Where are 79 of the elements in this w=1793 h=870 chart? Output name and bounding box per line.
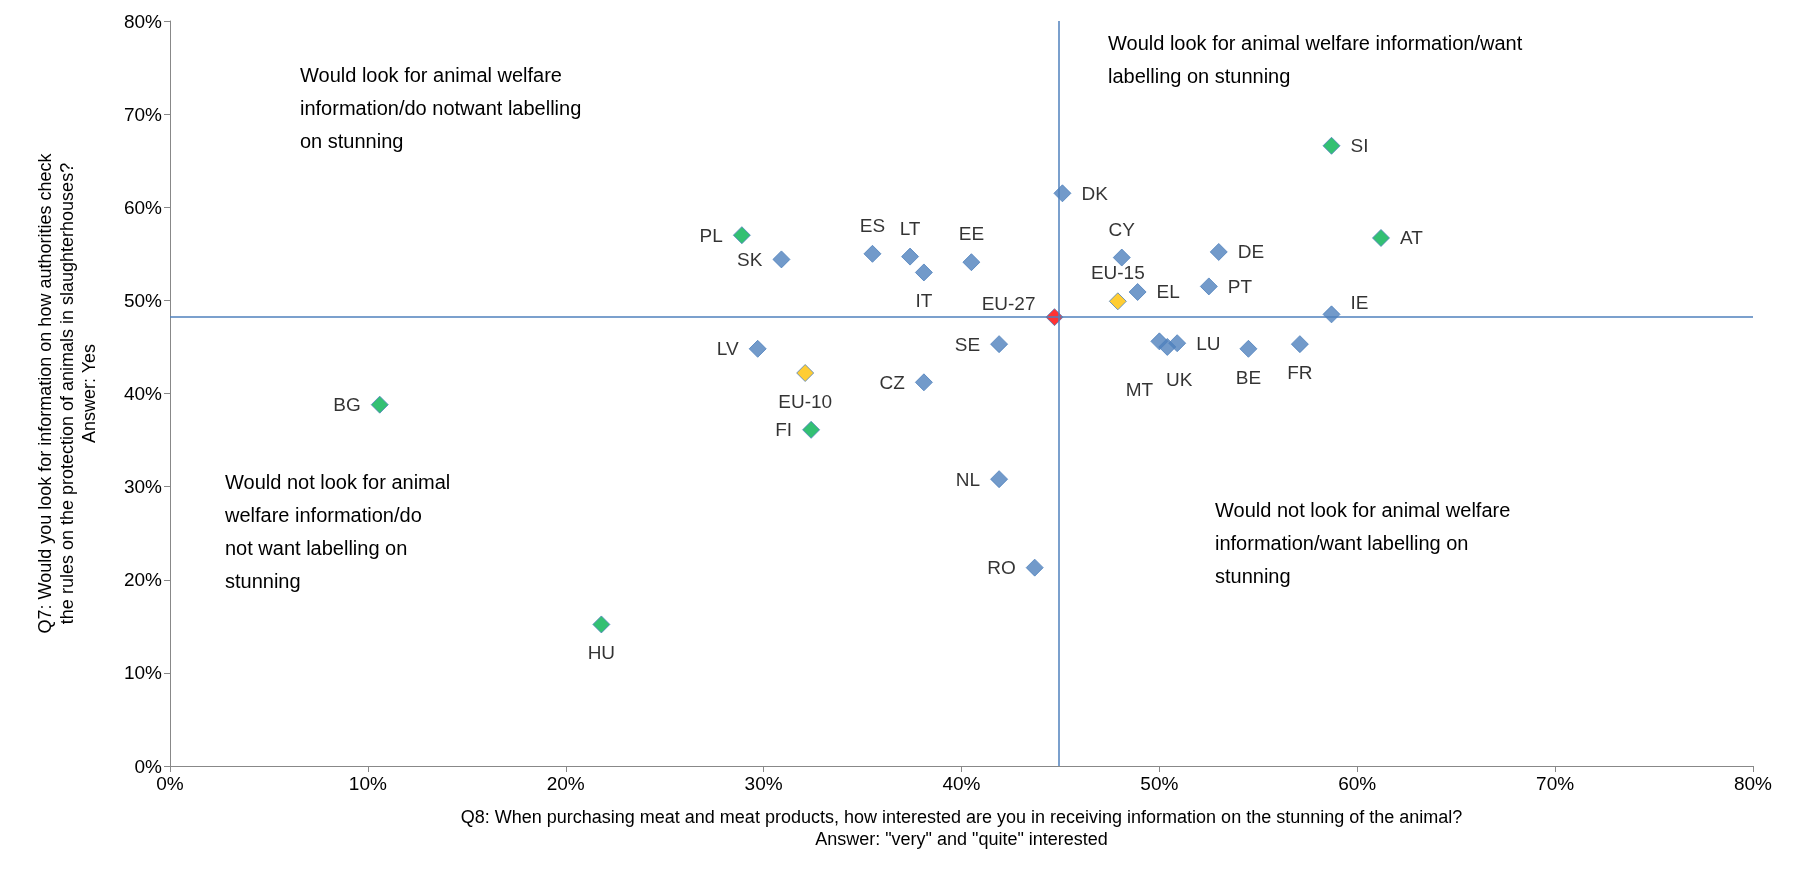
y-tick-label: 40% xyxy=(123,383,163,404)
point xyxy=(1108,292,1127,311)
y-tick-label: 50% xyxy=(123,289,163,311)
data-label: LT xyxy=(899,217,921,239)
annotation: Would not look for animal welfare information/do not want labelling on stunning xyxy=(224,470,451,592)
x-tick-label: 60% xyxy=(1338,773,1377,794)
data-label: EU-27 xyxy=(981,292,1036,314)
data-label: LU xyxy=(1196,332,1221,354)
data-label: CZ xyxy=(879,371,906,393)
annotation: Would look for animal welfare information/want labelling on stunning xyxy=(1108,31,1523,87)
point xyxy=(1128,282,1147,301)
x-tick-label: 10% xyxy=(348,773,387,794)
y-tick-label: 60% xyxy=(123,196,163,218)
data-label: AT xyxy=(1399,227,1424,249)
data-label: IE xyxy=(1350,291,1369,313)
x-tick-label: 20% xyxy=(546,773,585,794)
y-tick-label: 20% xyxy=(123,569,163,591)
annotation: Would not look for animal welfare information/want labelling on stunning xyxy=(1215,498,1511,587)
x-tick-label: 80% xyxy=(1733,773,1773,794)
data-label: SI xyxy=(1350,135,1369,157)
data-label: PL xyxy=(699,224,723,246)
data-label: EU-10 xyxy=(778,391,833,413)
point xyxy=(1322,136,1341,155)
data-label: MT xyxy=(1125,379,1154,401)
point xyxy=(901,247,920,266)
data-label: FI xyxy=(775,419,793,441)
y-tick-label: 70% xyxy=(123,103,163,125)
data-label: EL xyxy=(1156,281,1180,303)
data-label: BE xyxy=(1235,366,1262,388)
y-tick-label: 10% xyxy=(123,662,163,684)
point xyxy=(796,364,815,383)
x-tick-label: 70% xyxy=(1536,773,1575,794)
data-label: DE xyxy=(1237,241,1265,263)
data-label: EE xyxy=(958,223,985,245)
point xyxy=(914,263,933,282)
x-tick-label: 40% xyxy=(942,773,981,794)
point xyxy=(1371,228,1390,247)
data-label: ES xyxy=(859,214,886,236)
point xyxy=(1322,305,1341,324)
x-tick-label: 30% xyxy=(744,773,783,794)
data-label: IT xyxy=(915,290,933,312)
data-label: HU xyxy=(587,642,616,664)
data-label: SE xyxy=(954,333,981,355)
point xyxy=(748,339,767,358)
point xyxy=(863,244,882,263)
point xyxy=(990,335,1009,354)
annotation: Would look for animal welfare information/do notwant labelling on stunning xyxy=(300,63,582,152)
data-label: LV xyxy=(716,338,739,360)
data-label: UK xyxy=(1166,368,1193,390)
point xyxy=(914,373,933,392)
data-label: CY xyxy=(1108,218,1136,240)
point xyxy=(962,253,981,272)
y-tick-label: 80% xyxy=(123,10,163,32)
point xyxy=(1209,242,1228,261)
x-tick-label: 50% xyxy=(1140,773,1179,794)
point xyxy=(1290,335,1309,354)
data-label: PT xyxy=(1227,275,1253,297)
data-label: EU-15 xyxy=(1090,262,1145,284)
point xyxy=(802,420,821,439)
point xyxy=(990,470,1009,489)
point xyxy=(1053,184,1072,203)
point xyxy=(1112,248,1131,267)
data-label: BG xyxy=(333,394,361,416)
point xyxy=(1199,277,1218,296)
x-axis-title: Q8: When purchasing meat and meat products, how interested are you in receiving information on the stunning of the animal? Answer: "very" and "quite" interested xyxy=(460,807,1463,849)
point xyxy=(732,226,751,245)
point xyxy=(370,395,389,414)
data-label: DK xyxy=(1081,182,1109,204)
data-label: FR xyxy=(1287,362,1313,384)
point xyxy=(1239,339,1258,358)
point xyxy=(772,250,791,269)
data-label: SK xyxy=(737,248,763,270)
data-label: RO xyxy=(987,557,1016,579)
point xyxy=(1168,334,1187,353)
y-axis-title: Q7: Would you look for information on how authorities check the rules on the protection of animals in slaughterhouses? Answer: Yes xyxy=(35,152,99,634)
point xyxy=(1025,558,1044,577)
data-label: NL xyxy=(955,468,981,490)
y-tick-label: 30% xyxy=(123,476,163,498)
point xyxy=(592,615,611,634)
